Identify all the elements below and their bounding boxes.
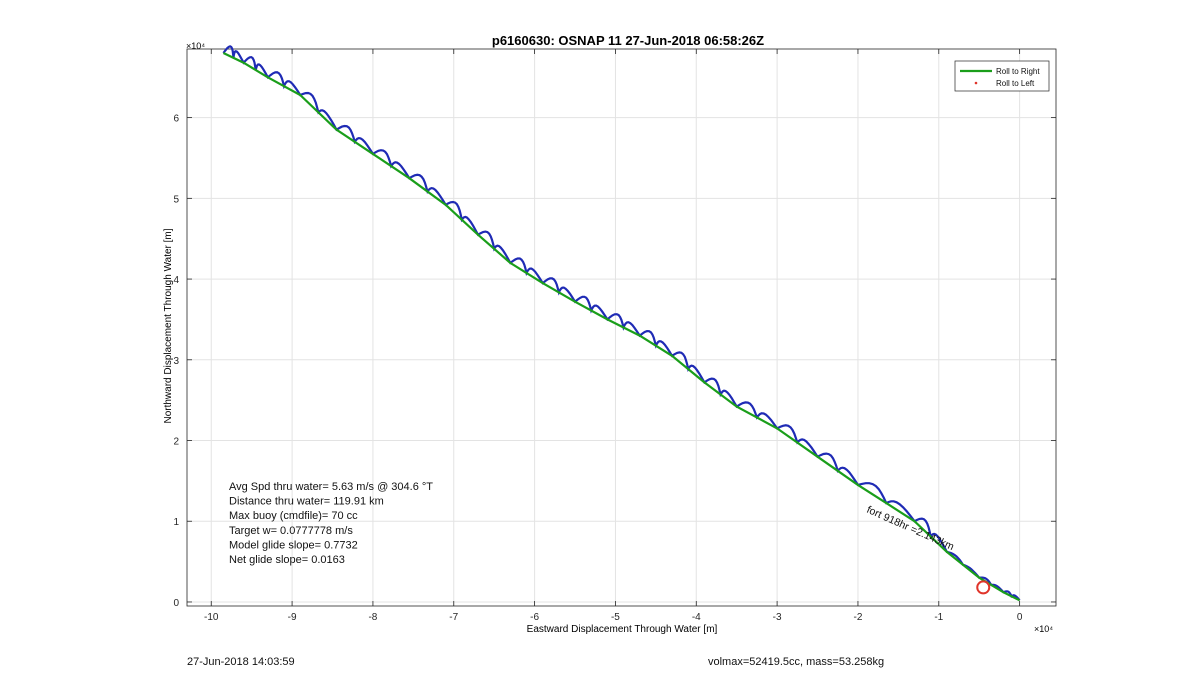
chart-title: p6160630: OSNAP 11 27-Jun-2018 06:58:26Z bbox=[492, 33, 764, 48]
x-tick-label: -2 bbox=[853, 612, 862, 623]
red-circle-marker bbox=[976, 580, 991, 595]
y-tick-label: 4 bbox=[173, 275, 179, 286]
y-tick-label: 1 bbox=[173, 517, 179, 528]
roll-to-right-line bbox=[222, 52, 1021, 602]
y-axis-label: Northward Displacement Through Water [m] bbox=[163, 228, 174, 423]
legend-box bbox=[954, 60, 1050, 92]
y-exponent-label: ×10⁴ bbox=[186, 41, 205, 51]
annotation-line: Net glide slope= 0.0163 bbox=[229, 554, 345, 566]
x-tick-label: -10 bbox=[204, 612, 219, 623]
x-tick-label: -6 bbox=[530, 612, 539, 623]
legend-label: Roll to Right bbox=[996, 67, 1040, 76]
y-tick-label: 6 bbox=[173, 114, 179, 125]
annotation-line: Model glide slope= 0.7732 bbox=[229, 539, 358, 551]
x-axis-label: Eastward Displacement Through Water [m] bbox=[527, 624, 718, 635]
y-tick-label: 3 bbox=[173, 356, 179, 367]
annotation-line: Max buoy (cmdfile)= 70 cc bbox=[229, 510, 358, 522]
axes bbox=[186, 48, 1057, 607]
x-tick-label: -7 bbox=[449, 612, 458, 623]
y-tick-label: 2 bbox=[173, 437, 179, 448]
annotation-line: Target w= 0.0777778 m/s bbox=[229, 525, 353, 537]
footer-timestamp: 27-Jun-2018 14:03:59 bbox=[187, 656, 295, 668]
legend: Roll to Right Roll to Left bbox=[954, 60, 1050, 92]
y-tick-label: 0 bbox=[173, 598, 179, 609]
x-tick-label: -9 bbox=[288, 612, 297, 623]
annotation-line: Distance thru water= 119.91 km bbox=[229, 496, 384, 508]
footer-volume-mass: volmax=52419.5cc, mass=53.258kg bbox=[708, 656, 885, 668]
series-layer bbox=[222, 45, 1021, 602]
legend-label: Roll to Left bbox=[996, 79, 1035, 88]
x-tick-label: -3 bbox=[773, 612, 782, 623]
y-tick-label: 5 bbox=[173, 194, 179, 205]
x-tick-label: -1 bbox=[934, 612, 943, 623]
x-tick-label: -5 bbox=[611, 612, 620, 623]
grid bbox=[187, 49, 1056, 606]
x-exponent-label: ×10⁴ bbox=[1034, 624, 1053, 634]
annotation-line: Avg Spd thru water= 5.63 m/s @ 304.6 °T bbox=[229, 481, 433, 493]
plot-box bbox=[186, 48, 1057, 607]
x-tick-label: 0 bbox=[1017, 612, 1023, 623]
x-tick-label: -8 bbox=[368, 612, 377, 623]
x-tick-label: -4 bbox=[692, 612, 701, 623]
legend-dot-swatch bbox=[974, 81, 978, 85]
